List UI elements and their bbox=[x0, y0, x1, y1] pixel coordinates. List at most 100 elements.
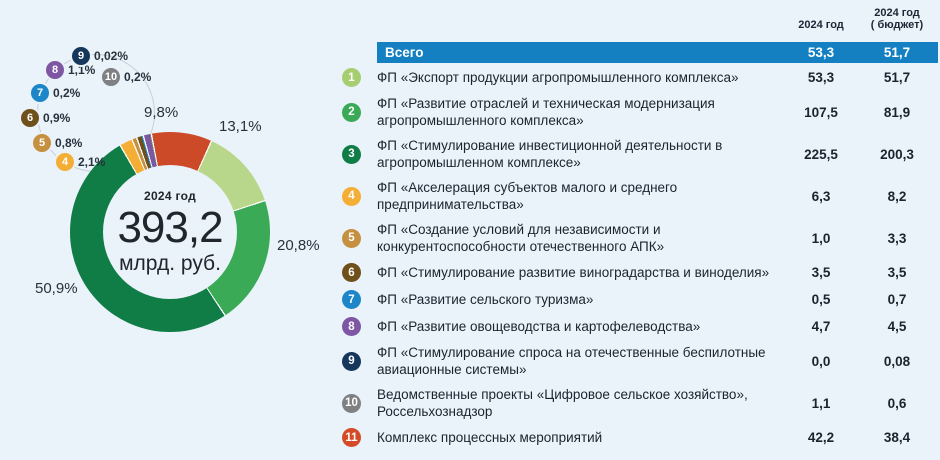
row-number-badge: 5 bbox=[342, 228, 361, 248]
callout-segment-6: 6 0,9% bbox=[21, 109, 70, 127]
row-badge-cell: 3 bbox=[340, 144, 377, 164]
callout-segment-9: 9 0,02% bbox=[72, 47, 128, 65]
center-year-label: 2024 год bbox=[143, 188, 197, 203]
segment-percent-label: 0,9% bbox=[43, 111, 71, 125]
col-header-2024-budget: 2024 год ( бюджет) bbox=[870, 7, 924, 31]
segment-badge-4: 4 bbox=[56, 153, 74, 171]
table-row: 8 ФП «Развитие овощеводства и картофелев… bbox=[340, 313, 938, 340]
value-2024: 42,2 bbox=[807, 430, 835, 445]
segment-percent-label: 1,1% bbox=[68, 63, 96, 77]
center-unit-label: млрд. руб. bbox=[119, 251, 221, 275]
value-2024: 6,3 bbox=[811, 188, 831, 204]
segment-label-red: 9,8% bbox=[144, 104, 179, 121]
segment-badge-6: 6 bbox=[21, 109, 39, 127]
program-name: Ведомственные проекты «Цифровое сельское… bbox=[377, 387, 748, 419]
program-name: ФП «Создание условий для независимости и… bbox=[377, 222, 665, 254]
callout-segment-8: 8 1,1% bbox=[46, 61, 95, 79]
segment-badge-8: 8 bbox=[46, 61, 64, 79]
table-row: 11 Комплекс процессных мероприятий 42,2 … bbox=[340, 424, 938, 451]
value-2024-budget: 0,7 bbox=[887, 292, 907, 307]
donut-ring: 2024 год 393,2 млрд. руб. bbox=[70, 132, 270, 332]
row-badge-cell: 11 bbox=[340, 428, 377, 447]
value-2024: 0,0 bbox=[811, 353, 831, 369]
table-column-headers: 2024 год 2024 год ( бюджет) bbox=[340, 0, 938, 31]
value-2024-budget: 0,6 bbox=[887, 395, 907, 411]
program-name: ФП «Развитие сельского туризма» bbox=[377, 292, 594, 307]
table-row: 10 Ведомственные проекты «Цифровое сельс… bbox=[340, 382, 938, 424]
program-name: ФП «Развитие овощеводства и картофелевод… bbox=[377, 319, 701, 334]
row-number-badge: 11 bbox=[342, 428, 361, 447]
program-name: ФП «Развитие отраслей и техническая моде… bbox=[377, 96, 715, 128]
row-badge-cell: 8 bbox=[340, 317, 377, 336]
segment-badge-5: 5 bbox=[33, 134, 51, 152]
segment-percent-label: 2,1% bbox=[78, 155, 106, 169]
segment-percent-label: 0,02% bbox=[94, 49, 129, 63]
program-name: ФП «Стимулирование спроса на отечественн… bbox=[377, 345, 766, 377]
value-2024-budget: 51,7 bbox=[883, 70, 911, 85]
row-badge-cell: 10 bbox=[340, 393, 377, 413]
row-number-badge: 4 bbox=[342, 186, 361, 206]
table-row: 5 ФП «Создание условий для независимости… bbox=[340, 217, 938, 259]
table-row: 3 ФП «Стимулирование инвестиционной деят… bbox=[340, 133, 938, 175]
row-number-badge: 6 bbox=[342, 263, 361, 282]
row-number-badge: 7 bbox=[342, 290, 361, 309]
value-2024: 107,5 bbox=[804, 104, 838, 120]
callout-segment-5: 5 0,8% bbox=[33, 134, 82, 152]
segment-badge-10: 10 bbox=[102, 68, 120, 86]
value-2024: 3,5 bbox=[811, 265, 831, 280]
table-row: 6 ФП «Стимулирование развитие виноградар… bbox=[340, 259, 938, 286]
segment-label-mid-green: 20,8% bbox=[277, 237, 320, 254]
row-badge-cell: 6 bbox=[340, 263, 377, 282]
callout-segment-10: 10 0,2% bbox=[102, 68, 151, 86]
program-name: ФП «Экспорт продукции агропромышленного … bbox=[377, 70, 739, 85]
row-number-badge: 8 bbox=[342, 317, 361, 336]
table-rows: 1 ФП «Экспорт продукции агропромышленног… bbox=[340, 64, 938, 451]
value-2024: 0,5 bbox=[811, 292, 831, 307]
row-number-badge: 9 bbox=[342, 351, 361, 371]
value-2024-budget: 81,9 bbox=[883, 104, 911, 120]
row-badge-cell: 1 bbox=[340, 68, 377, 87]
row-number-badge: 3 bbox=[342, 144, 361, 164]
value-2024: 1,1 bbox=[811, 395, 831, 411]
row-badge-cell: 2 bbox=[340, 102, 377, 122]
segment-percent-label: 0,8% bbox=[55, 136, 83, 150]
program-name: ФП «Стимулирование развитие виноградарст… bbox=[377, 265, 770, 280]
value-2024-budget: 38,4 bbox=[883, 430, 911, 445]
value-2024: 53,3 bbox=[807, 70, 835, 85]
donut-chart-panel: 2024 год 393,2 млрд. руб. 9,8% 13,1% 20,… bbox=[0, 0, 340, 460]
value-2024: 225,5 bbox=[804, 146, 838, 162]
value-2024-budget: 3,3 bbox=[887, 230, 907, 246]
row-number-badge: 2 bbox=[342, 102, 361, 122]
value-2024: 1,0 bbox=[811, 230, 831, 246]
segment-percent-label: 0,2% bbox=[53, 86, 81, 100]
value-2024-budget: 200,3 bbox=[880, 146, 914, 162]
row-badge-cell: 4 bbox=[340, 186, 377, 206]
row-number-badge: 1 bbox=[342, 68, 361, 87]
value-2024-budget: 4,5 bbox=[887, 319, 907, 334]
value-2024: 4,7 bbox=[811, 319, 831, 334]
center-total-value: 393,2 bbox=[117, 202, 223, 252]
value-2024-budget: 3,5 bbox=[887, 265, 907, 280]
segment-percent-label: 0,2% bbox=[124, 70, 152, 84]
row-badge-cell: 5 bbox=[340, 228, 377, 248]
row-badge-cell: 7 bbox=[340, 290, 377, 309]
total-value-2024: 53,3 bbox=[807, 45, 835, 60]
total-label: Всего bbox=[385, 45, 424, 60]
table-row: 7 ФП «Развитие сельского туризма» 0,5 0,… bbox=[340, 286, 938, 313]
programs-table: 2024 год 2024 год ( бюджет) Всего 53,3 5… bbox=[340, 0, 938, 451]
segment-label-dark-green: 50,9% bbox=[35, 280, 78, 297]
value-2024-budget: 0,08 bbox=[883, 353, 911, 369]
callout-segment-7: 7 0,2% bbox=[31, 84, 80, 102]
col-header-2024: 2024 год bbox=[798, 19, 844, 31]
table-row: 9 ФП «Стимулирование спроса на отечестве… bbox=[340, 340, 938, 382]
program-name: ФП «Стимулирование инвестиционной деятел… bbox=[377, 138, 723, 170]
table-row: 1 ФП «Экспорт продукции агропромышленног… bbox=[340, 64, 938, 91]
segment-label-light-green: 13,1% bbox=[219, 118, 262, 135]
value-2024-budget: 8,2 bbox=[887, 188, 907, 204]
segment-badge-9: 9 bbox=[72, 47, 90, 65]
segment-badge-7: 7 bbox=[31, 84, 49, 102]
total-value-2024-budget: 51,7 bbox=[883, 45, 911, 60]
callout-segment-4: 4 2,1% bbox=[56, 153, 105, 171]
total-row: Всего 53,3 51,7 bbox=[377, 42, 938, 63]
